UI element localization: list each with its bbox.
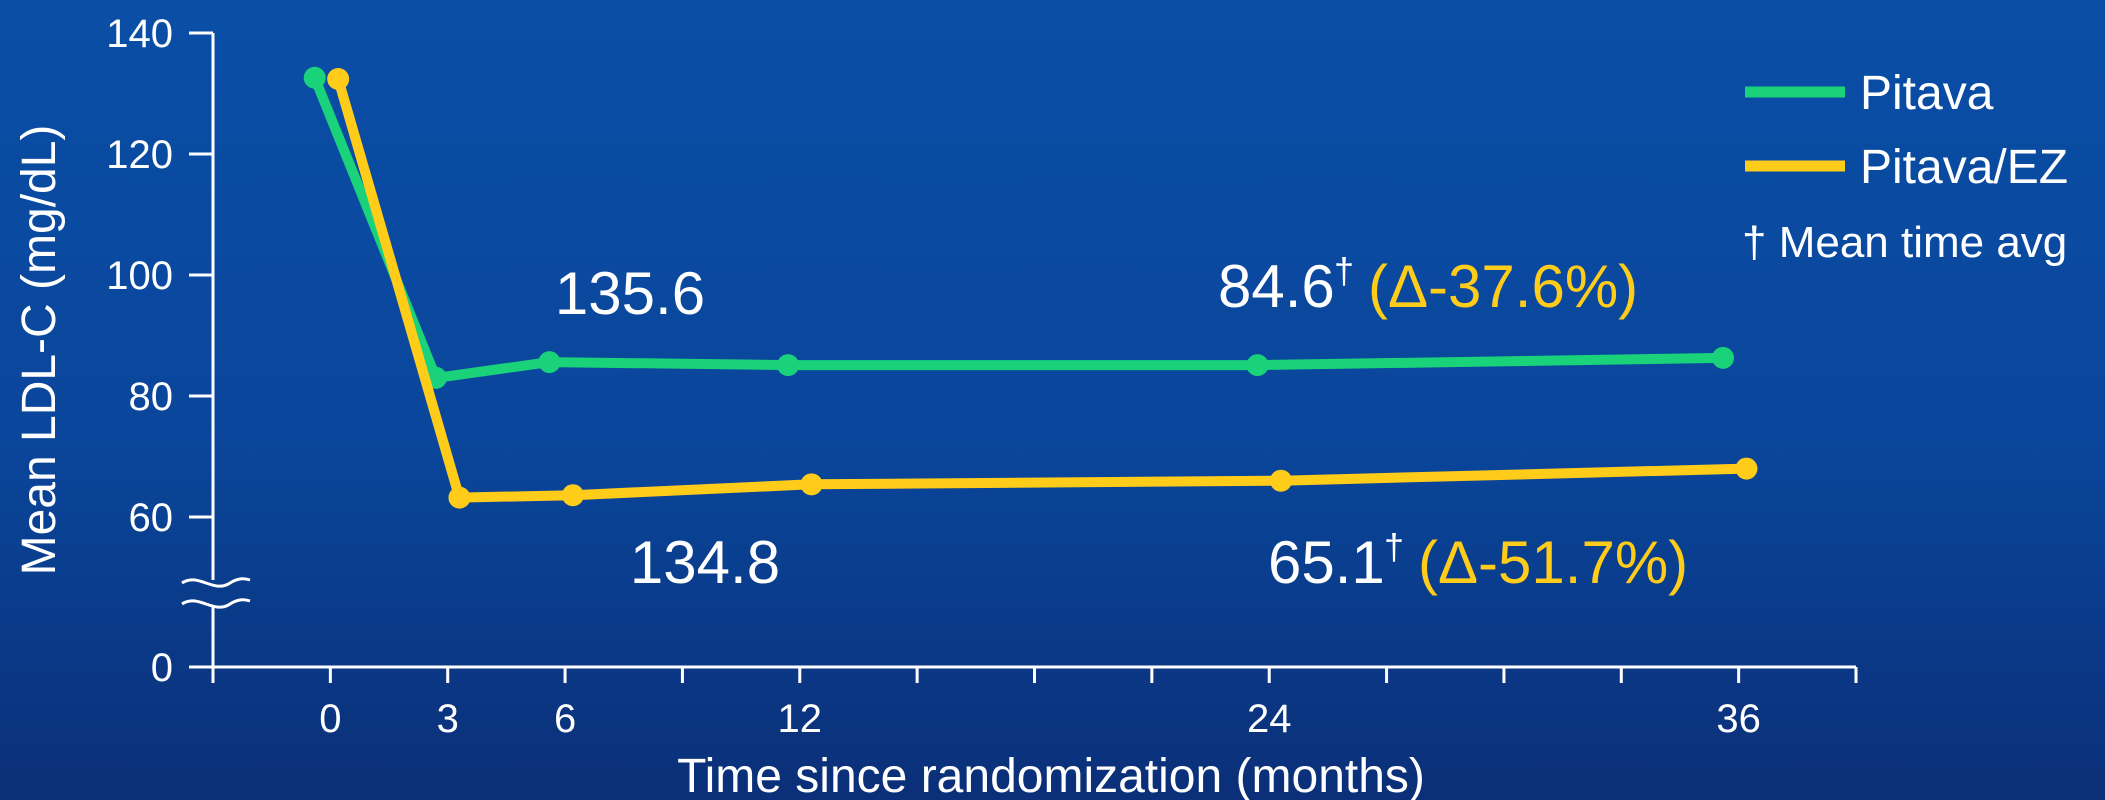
data-point-pitavaez <box>1735 457 1758 480</box>
x-tick-label: 36 <box>1716 697 1761 741</box>
data-point-pitavaez <box>1269 469 1292 492</box>
pitavaez-dagger: † <box>1384 526 1404 567</box>
pitava-delta-label: (Δ-37.6%) <box>1368 253 1638 320</box>
pitavaez-avg-label: 65.1 <box>1268 529 1385 596</box>
data-point-pitava <box>1246 354 1269 377</box>
pitava-dagger: † <box>1334 250 1354 291</box>
data-point-pitavaez <box>448 486 471 509</box>
x-tick-label: 3 <box>437 697 459 741</box>
x-axis-ticks: 0 3 6 12 24 36 <box>211 667 1858 741</box>
x-tick-label: 12 <box>778 697 823 741</box>
data-point-pitavaez <box>800 473 823 496</box>
legend-label-pitava: Pitava <box>1860 67 1994 120</box>
legend-label-pitavaez: Pitava/EZ <box>1860 141 2068 194</box>
series-line-pitava <box>309 72 1728 383</box>
data-point-pitava <box>303 66 326 89</box>
pitava-baseline-label: 135.6 <box>555 260 705 327</box>
y-tick-label: 60 <box>129 496 174 540</box>
series-layer <box>303 66 1758 509</box>
y-tick-label: 140 <box>106 12 173 56</box>
y-axis-ticks: 0 60 80 100 120 140 <box>106 12 213 690</box>
axis-break-mark <box>181 577 251 609</box>
x-tick-label: 6 <box>554 697 576 741</box>
y-tick-label: 0 <box>151 646 173 690</box>
x-tick-label: 24 <box>1247 697 1292 741</box>
legend-footnote: † Mean time avg <box>1742 218 2067 267</box>
data-point-pitava <box>538 351 561 374</box>
y-tick-label: 80 <box>129 375 174 419</box>
x-axis-title: Time since randomization (months) <box>677 750 1425 800</box>
pitavaez-delta-label: (Δ-51.7%) <box>1418 529 1688 596</box>
data-point-pitava <box>777 354 800 377</box>
legend: Pitava Pitava/EZ † Mean time avg <box>1742 67 2068 267</box>
x-tick-label: 0 <box>319 697 341 741</box>
pitavaez-baseline-label: 134.8 <box>630 529 780 596</box>
y-axis-title: Mean LDL-C (mg/dL) <box>13 125 66 576</box>
data-point-pitavaez <box>561 484 584 507</box>
annotations: 135.6 134.8 84.6 † (Δ-37.6%) 65.1 † (Δ-5… <box>555 250 1688 596</box>
data-point-pitava <box>1711 346 1734 369</box>
series-line-pitavaez <box>333 74 1752 503</box>
y-tick-label: 100 <box>106 254 173 298</box>
y-tick-label: 120 <box>106 133 173 177</box>
pitava-avg-label: 84.6 <box>1218 253 1335 320</box>
data-point-pitavaez <box>327 67 350 90</box>
